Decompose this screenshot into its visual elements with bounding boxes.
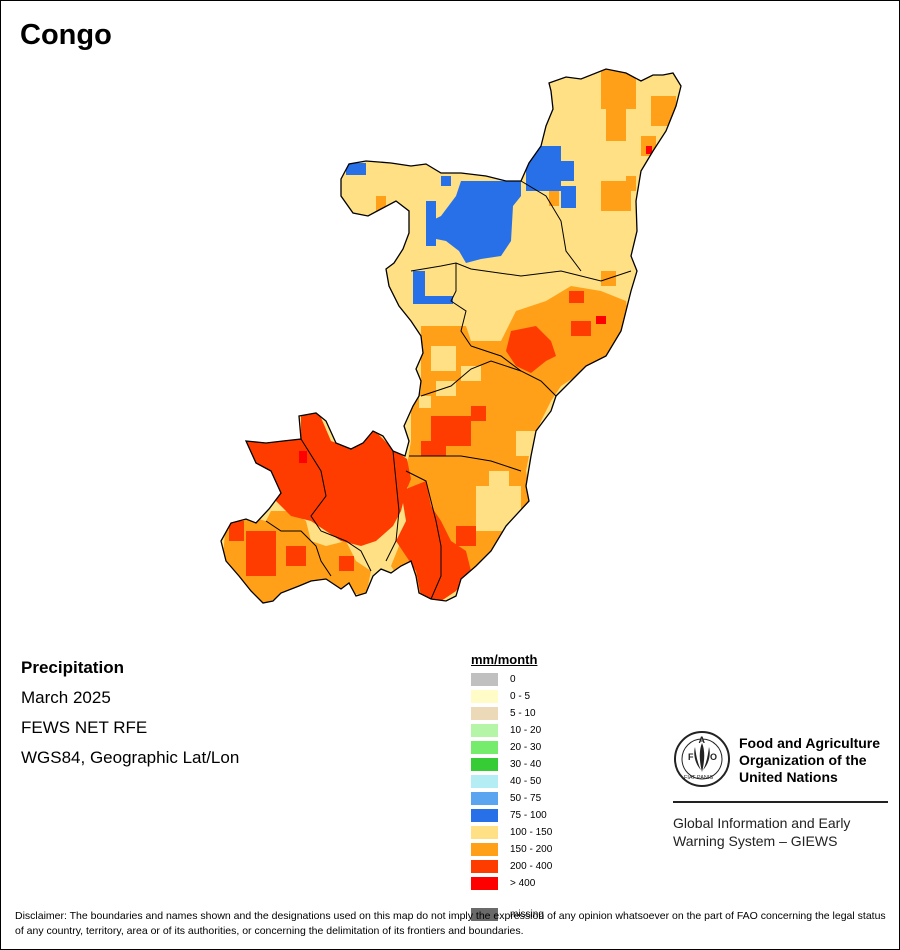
legend-label: 150 - 200 (510, 843, 553, 855)
legend-swatch (471, 825, 498, 839)
legend-label: 50 - 75 (510, 792, 542, 804)
central-red-patch (421, 291, 591, 546)
legend-title: mm/month (471, 652, 538, 667)
legend-item: missing (471, 907, 544, 921)
fao-logo-icon: F A O FIAT PANIS (674, 731, 730, 787)
legend-label: 30 - 40 (510, 758, 542, 770)
legend-label: > 400 (510, 877, 536, 889)
southwest-red-area (229, 413, 471, 601)
legend-item: 150 - 200 (471, 842, 552, 856)
legend-label: 20 - 30 (510, 741, 542, 753)
legend-label: 100 - 150 (510, 826, 553, 838)
map-source: FEWS NET RFE (21, 718, 148, 737)
legend-label: 200 - 400 (510, 860, 553, 872)
legend-item: 5 - 10 (471, 706, 536, 720)
legend-item: 30 - 40 (471, 757, 541, 771)
legend: mm/month 0 0 - 5 5 - 10 10 - 20 20 - 30 30 - … (471, 652, 631, 921)
map-date: March 2025 (21, 688, 111, 707)
legend-swatch (471, 689, 498, 703)
legend-swatch (471, 842, 498, 856)
legend-item: 0 - 5 (471, 689, 530, 703)
legend-item: 100 - 150 (471, 825, 552, 839)
extreme-red-spots (299, 146, 652, 463)
legend-item: 50 - 75 (471, 791, 541, 805)
legend-label: 40 - 50 (510, 775, 542, 787)
legend-item: 75 - 100 (471, 808, 547, 822)
legend-label: 0 - 5 (510, 690, 531, 702)
fao-logo-letter-f: F (688, 752, 694, 762)
legend-swatch (471, 723, 498, 737)
fao-logo-letter-a: A (699, 735, 706, 745)
legend-item: 40 - 50 (471, 774, 541, 788)
legend-swatch (471, 859, 498, 873)
map-variable: Precipitation (21, 658, 124, 677)
legend-swatch (471, 757, 498, 771)
precipitation-map (220, 68, 682, 604)
admin-boundaries (265, 180, 632, 600)
map-title: Congo (20, 19, 112, 51)
legend-item: 20 - 30 (471, 740, 541, 754)
fao-divider (673, 801, 888, 803)
legend-item: 10 - 20 (471, 723, 541, 737)
fao-logo-motto: FIAT PANIS (684, 775, 713, 781)
south-yellow-patches (419, 346, 536, 531)
legend-swatch (471, 774, 498, 788)
legend-swatch (471, 876, 498, 890)
fao-name: Food and Agriculture Organization of the… (739, 735, 881, 785)
legend-item: 0 (471, 672, 516, 686)
giews-name: Global Information and Early Warning Sys… (673, 815, 851, 849)
legend-label: missing (510, 908, 544, 920)
legend-label: 5 - 10 (510, 707, 536, 719)
legend-swatch (471, 907, 498, 921)
legend-label: 10 - 20 (510, 724, 542, 736)
legend-label: 0 (510, 673, 516, 685)
legend-label: 75 - 100 (510, 809, 547, 821)
legend-item: > 400 (471, 876, 535, 890)
legend-swatch (471, 808, 498, 822)
fao-logo-letter-o: O (710, 752, 717, 762)
legend-swatch (471, 672, 498, 686)
legend-swatch (471, 740, 498, 754)
disclaimer: Disclaimer: The boundaries and names sho… (15, 910, 886, 937)
map-projection: WGS84, Geographic Lat/Lon (21, 748, 240, 767)
legend-item: 200 - 400 (471, 859, 552, 873)
legend-swatch (471, 706, 498, 720)
legend-swatch (471, 791, 498, 805)
